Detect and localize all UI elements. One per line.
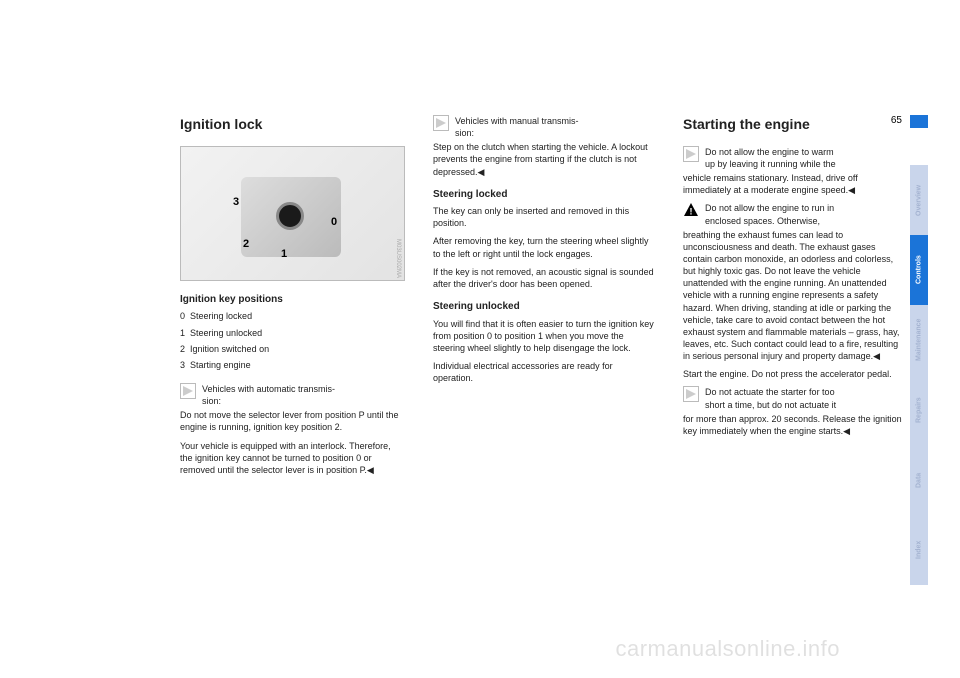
note-text: Do not allow the engine to run in — [705, 203, 834, 213]
list-item: 0 Steering locked — [180, 310, 405, 322]
paragraph: breathing the exhaust fumes can lead to … — [683, 229, 905, 363]
subheading-key-positions: Ignition key positions — [180, 293, 405, 307]
note-text: sion: — [202, 396, 221, 406]
paragraph: You will find that it is often easier to… — [433, 318, 655, 354]
paragraph: Start the engine. Do not press the accel… — [683, 368, 905, 380]
figure-label-1: 1 — [281, 247, 287, 262]
tab-maintenance[interactable]: Maintenance — [910, 305, 928, 375]
note-text: Do not actuate the starter for too — [705, 387, 835, 397]
note-text: sion: — [455, 128, 474, 138]
paragraph: Individual electrical accessories are re… — [433, 360, 655, 384]
note-text: Do not allow the engine to warm — [705, 147, 834, 157]
paragraph: Do not move the selector lever from posi… — [180, 409, 405, 433]
warning-icon: ! — [683, 202, 699, 226]
note-text: Vehicles with manual transmis- — [455, 116, 579, 126]
column-2: Vehicles with manual transmis- sion: Ste… — [433, 115, 655, 482]
tip-icon — [683, 386, 699, 410]
figure-ignition-lock: 3 2 1 0 M03US002MA — [180, 146, 405, 281]
side-tabs: Overview Controls Maintenance Repairs Da… — [910, 165, 928, 585]
note-engine-warmup: Do not allow the engine to warm up by le… — [683, 146, 905, 170]
figure-label-0: 0 — [331, 215, 337, 230]
paragraph: After removing the key, turn the steerin… — [433, 235, 655, 259]
page-marker — [910, 115, 928, 128]
watermark: carmanualsonline.info — [615, 636, 840, 662]
note-auto-transmission: Vehicles with automatic transmis- sion: — [180, 383, 405, 407]
heading-starting-engine: Starting the engine — [683, 115, 905, 134]
note-manual-transmission: Vehicles with manual transmis- sion: — [433, 115, 655, 139]
tip-icon — [433, 115, 449, 139]
content-area: Ignition lock 3 2 1 0 M03US002MA Ignitio… — [180, 115, 905, 482]
column-1: Ignition lock 3 2 1 0 M03US002MA Ignitio… — [180, 115, 405, 482]
warning-exhaust: ! Do not allow the engine to run in encl… — [683, 202, 905, 226]
tab-data[interactable]: Data — [910, 445, 928, 515]
page: 65 Overview Controls Maintenance Repairs… — [0, 0, 960, 678]
list-item: 3 Starting engine — [180, 359, 405, 371]
heading-ignition-lock: Ignition lock — [180, 115, 405, 134]
list-item: 1 Steering unlocked — [180, 327, 405, 339]
tip-icon — [683, 146, 699, 170]
paragraph: The key can only be inserted and removed… — [433, 205, 655, 229]
figure-label-3: 3 — [233, 195, 239, 210]
note-text: up by leaving it running while the — [705, 159, 836, 169]
column-3: Starting the engine Do not allow the eng… — [683, 115, 905, 482]
note-starter: Do not actuate the starter for too short… — [683, 386, 905, 410]
note-text: short a time, but do not actuate it — [705, 400, 836, 410]
subheading-steering-unlocked: Steering unlocked — [433, 300, 655, 314]
note-text: enclosed spaces. Otherwise, — [705, 216, 820, 226]
tip-icon — [180, 383, 196, 407]
figure-label-2: 2 — [243, 237, 249, 252]
paragraph: Step on the clutch when starting the veh… — [433, 141, 655, 177]
tab-controls[interactable]: Controls — [910, 235, 928, 305]
paragraph: Your vehicle is equipped with an interlo… — [180, 440, 405, 476]
note-text: Vehicles with automatic transmis- — [202, 384, 335, 394]
paragraph: vehicle remains stationary. Instead, dri… — [683, 172, 905, 196]
paragraph: for more than approx. 20 seconds. Releas… — [683, 413, 905, 437]
paragraph: If the key is not removed, an acoustic s… — [433, 266, 655, 290]
figure-id: M03US002MA — [394, 239, 402, 278]
subheading-steering-locked: Steering locked — [433, 188, 655, 202]
tab-index[interactable]: Index — [910, 515, 928, 585]
svg-text:!: ! — [690, 207, 693, 217]
list-item: 2 Ignition switched on — [180, 343, 405, 355]
tab-repairs[interactable]: Repairs — [910, 375, 928, 445]
tab-overview[interactable]: Overview — [910, 165, 928, 235]
